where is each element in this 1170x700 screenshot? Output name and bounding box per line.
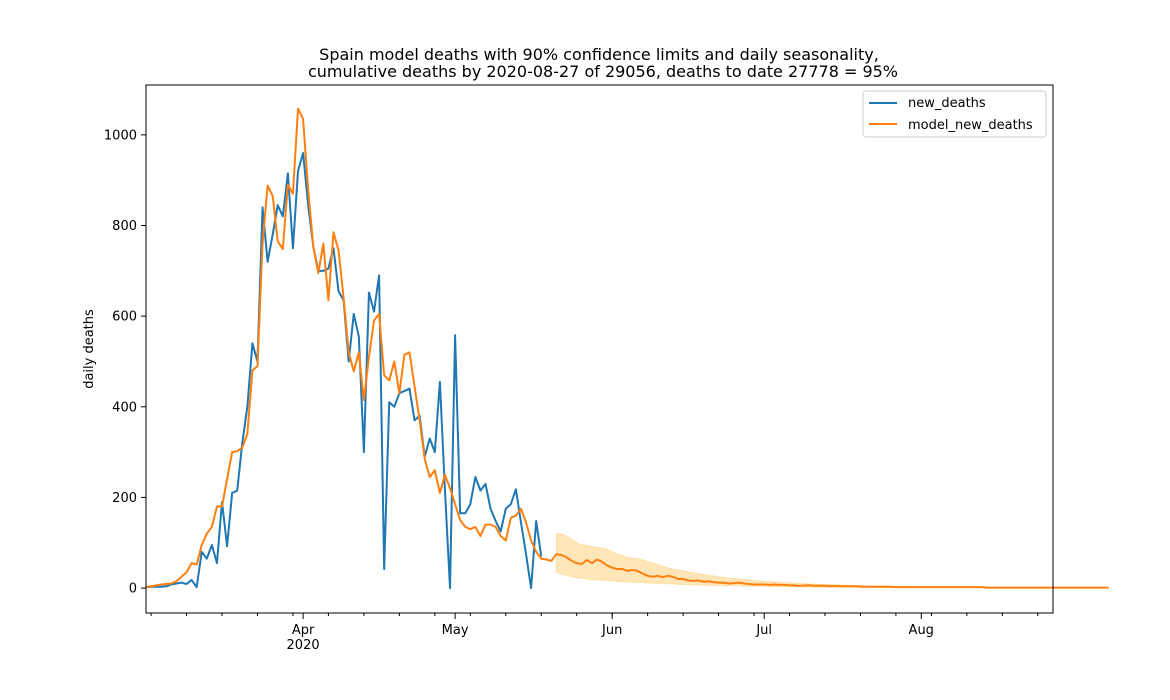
series-layer: [145, 107, 1109, 590]
x-tick-label: Aug: [909, 623, 934, 638]
x-tick-label: Jun: [601, 623, 622, 638]
chart-subtitle: cumulative deaths by 2020-08-27 of 29056…: [308, 62, 898, 81]
legend-box: [862, 90, 1047, 138]
series-line-model-new-deaths: [145, 107, 1109, 589]
y-tick-label: 600: [112, 310, 137, 325]
y-tick-label: 200: [112, 491, 137, 506]
legend-label-new-deaths: new_deaths: [908, 96, 986, 111]
confidence-band: [556, 533, 1054, 588]
confidence-band-layer: [556, 533, 1054, 588]
y-tick-label: 0: [129, 582, 137, 597]
y-tick-label: 1000: [104, 128, 137, 143]
series-line-new-deaths: [145, 151, 543, 590]
x-tick-label: Apr: [292, 623, 315, 638]
legend-label-model-new-deaths: model_new_deaths: [908, 118, 1033, 133]
x-tick-label: May: [442, 623, 469, 638]
y-axis-label: daily deaths: [82, 309, 97, 389]
legend: new_deaths model_new_deaths: [862, 90, 1047, 138]
y-tick-label: 800: [112, 219, 137, 234]
x-tick-label: Jul: [755, 623, 772, 638]
x-tick-sublabel: 2020: [287, 638, 320, 653]
chart-title: Spain model deaths with 90% confidence l…: [319, 45, 879, 64]
y-tick-label: 400: [112, 400, 137, 415]
plot-frame: [145, 84, 1054, 614]
